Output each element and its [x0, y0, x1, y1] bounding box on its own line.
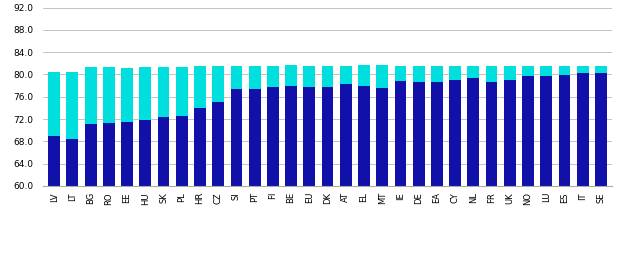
Bar: [376, 88, 388, 186]
Bar: [486, 66, 497, 82]
Bar: [486, 82, 497, 186]
Bar: [540, 76, 552, 186]
Bar: [358, 86, 370, 186]
Bar: [467, 78, 479, 186]
Bar: [248, 89, 261, 186]
Bar: [340, 84, 352, 186]
Bar: [176, 67, 188, 116]
Bar: [103, 67, 115, 123]
Bar: [504, 66, 515, 80]
Bar: [121, 68, 133, 122]
Bar: [340, 66, 352, 84]
Bar: [595, 73, 607, 186]
Bar: [285, 86, 297, 186]
Bar: [431, 66, 443, 82]
Bar: [248, 66, 261, 89]
Bar: [85, 67, 96, 124]
Bar: [321, 87, 334, 186]
Bar: [140, 67, 151, 120]
Bar: [577, 66, 588, 73]
Bar: [504, 80, 515, 186]
Bar: [212, 66, 224, 102]
Bar: [559, 75, 570, 186]
Bar: [449, 80, 461, 186]
Bar: [559, 66, 570, 75]
Bar: [413, 66, 425, 82]
Bar: [231, 89, 242, 186]
Bar: [140, 120, 151, 186]
Bar: [358, 65, 370, 86]
Bar: [577, 73, 588, 186]
Bar: [449, 66, 461, 80]
Bar: [595, 66, 607, 73]
Bar: [267, 66, 279, 87]
Bar: [176, 116, 188, 186]
Bar: [48, 72, 60, 136]
Bar: [522, 76, 534, 186]
Bar: [67, 72, 78, 139]
Bar: [194, 66, 206, 108]
Bar: [285, 65, 297, 86]
Bar: [194, 108, 206, 186]
Bar: [48, 136, 60, 186]
Bar: [158, 117, 169, 186]
Bar: [321, 66, 334, 87]
Bar: [212, 102, 224, 186]
Bar: [103, 123, 115, 186]
Bar: [467, 66, 479, 78]
Bar: [303, 87, 315, 186]
Bar: [303, 66, 315, 87]
Bar: [540, 66, 552, 76]
Bar: [231, 66, 242, 89]
Bar: [394, 81, 407, 186]
Bar: [267, 87, 279, 186]
Bar: [413, 82, 425, 186]
Bar: [431, 82, 443, 186]
Bar: [67, 139, 78, 186]
Bar: [522, 66, 534, 76]
Bar: [376, 65, 388, 88]
Bar: [121, 122, 133, 186]
Bar: [394, 66, 407, 81]
Bar: [85, 124, 96, 186]
Bar: [158, 67, 169, 117]
